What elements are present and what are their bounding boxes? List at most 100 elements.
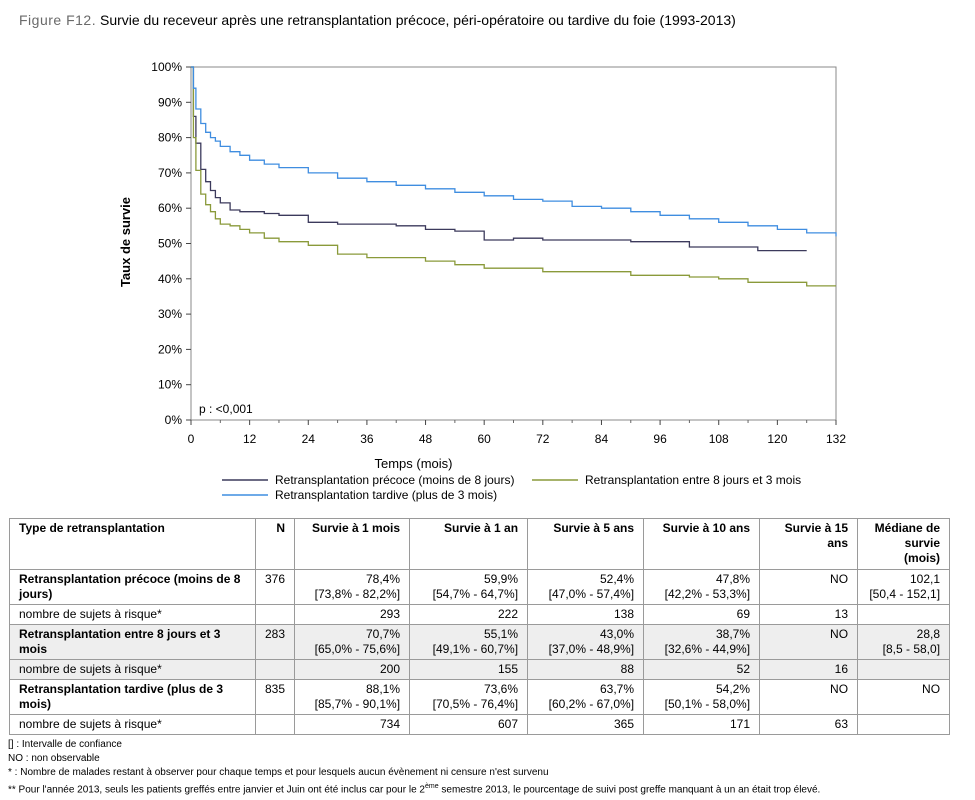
confidence-interval: [42,2% - 53,3%] [664, 587, 751, 601]
survival-value: 54,2% [716, 682, 751, 696]
risk-count: 52 [643, 659, 761, 680]
series-line-1 [191, 66, 807, 252]
survival-cell: 73,6% [70,5% - 76,4%] [409, 679, 529, 715]
y-tick-label: 0% [165, 413, 183, 427]
x-tick-label: 108 [709, 432, 729, 446]
confidence-interval: [49,1% - 60,7%] [432, 642, 519, 656]
row-n: 376 [254, 569, 296, 605]
risk-count: 69 [643, 604, 761, 625]
survival-cell: 88,1% [85,7% - 90,1%] [294, 679, 411, 715]
confidence-interval: [47,0% - 57,4%] [548, 587, 635, 601]
survival-value: 70,7% [366, 627, 401, 641]
row-n: 283 [254, 624, 296, 660]
survival-value: 55,1% [484, 627, 519, 641]
confidence-interval: [85,7% - 90,1%] [314, 697, 401, 711]
row-label: Retransplantation entre 8 jours et 3 moi… [9, 624, 256, 660]
survival-value: 73,6% [484, 682, 519, 696]
risk-count: 63 [759, 714, 859, 735]
x-tick-label: 24 [302, 432, 316, 446]
risk-empty [254, 659, 296, 680]
survival-value: NO [830, 627, 849, 641]
risk-count: 734 [294, 714, 411, 735]
risk-count [857, 714, 951, 735]
confidence-interval: [54,7% - 64,7%] [432, 587, 519, 601]
note-risk: * : Nombre de malades restant à observer… [8, 767, 549, 778]
survival-value: 52,4% [600, 572, 635, 586]
series-line-3 [191, 66, 837, 237]
x-tick-label: 60 [478, 432, 492, 446]
note-ci: [] : Intervalle de confiance [8, 739, 122, 750]
footnotes: [] : Intervalle de confiance NO : non ob… [8, 738, 820, 797]
risk-label: nombre de sujets à risque* [9, 604, 256, 625]
figure-title: Figure F12. Survie du receveur après une… [19, 12, 736, 28]
note-year: ** Pour l'année 2013, seuls les patients… [8, 780, 820, 797]
confidence-interval: [37,0% - 48,9%] [548, 642, 635, 656]
y-tick-label: 50% [158, 237, 182, 251]
p-value-annotation: p : <0,001 [199, 402, 253, 416]
survival-value: 63,7% [600, 682, 635, 696]
risk-count: 88 [527, 659, 645, 680]
survival-cell: 102,1 [50,4 - 152,1] [857, 569, 951, 605]
confidence-interval: [70,5% - 76,4%] [432, 697, 519, 711]
row-label: Retransplantation tardive (plus de 3 moi… [9, 679, 256, 715]
table-row: Retransplantation précoce (moins de 8 jo… [9, 569, 951, 605]
legend-entry: Retransplantation entre 8 jours et 3 moi… [585, 473, 801, 487]
note-year-b: semestre 2013, le pourcentage de suivi p… [438, 784, 821, 796]
y-axis-label: Taux de survie [118, 197, 133, 287]
header-median: Médiane de survie (mois) [857, 518, 951, 570]
survival-cell: 43,0% [37,0% - 48,9%] [527, 624, 645, 660]
confidence-interval: [65,0% - 75,6%] [314, 642, 401, 656]
risk-count: 171 [643, 714, 761, 735]
x-axis-label: Temps (mois) [374, 456, 452, 471]
header-1-year: Survie à 1 an [409, 518, 529, 570]
confidence-interval: [73,8% - 82,2%] [314, 587, 401, 601]
survival-value: 88,1% [366, 682, 401, 696]
survival-cell: 78,4% [73,8% - 82,2%] [294, 569, 411, 605]
survival-cell: 55,1% [49,1% - 60,7%] [409, 624, 529, 660]
risk-count: 222 [409, 604, 529, 625]
x-tick-label: 120 [767, 432, 787, 446]
risk-count: 13 [759, 604, 859, 625]
risk-count: 200 [294, 659, 411, 680]
x-tick-label: 0 [188, 432, 195, 446]
y-tick-label: 80% [158, 131, 182, 145]
survival-value: 59,9% [484, 572, 519, 586]
x-tick-label: 72 [536, 432, 550, 446]
confidence-interval: [50,4 - 152,1] [869, 587, 941, 601]
survival-cell: NO [759, 569, 859, 605]
risk-row: nombre de sujets à risque* 200 155 88 52 16 [9, 659, 951, 680]
survival-cell: NO [857, 679, 951, 715]
risk-count [857, 659, 951, 680]
survival-table: Type de retransplantation N Survie à 1 m… [9, 518, 951, 735]
header-n: N [254, 518, 296, 570]
risk-count: 16 [759, 659, 859, 680]
survival-value: 28,8 [916, 627, 941, 641]
y-tick-label: 60% [158, 201, 182, 215]
survival-cell: NO [759, 679, 859, 715]
risk-empty [254, 604, 296, 625]
x-tick-label: 36 [360, 432, 374, 446]
survival-chart: 0% 10% 20% 30% 40% 50% 60% 70% 80% 90% 100% 0 12 24 36… [118, 60, 846, 502]
table-row: Retransplantation entre 8 jours et 3 moi… [9, 624, 951, 660]
y-tick-label: 30% [158, 307, 182, 321]
risk-row: nombre de sujets à risque* 734 607 365 171 63 [9, 714, 951, 735]
y-tick-label: 10% [158, 378, 182, 392]
figure-number: Figure F12. [19, 12, 97, 28]
confidence-interval: [8,5 - 58,0] [882, 642, 941, 656]
survival-cell: 38,7% [32,6% - 44,9%] [643, 624, 761, 660]
header-15-years: Survie à 15 ans [759, 518, 859, 570]
row-label: Retransplantation précoce (moins de 8 jo… [9, 569, 256, 605]
note-no: NO : non observable [8, 753, 100, 764]
risk-count: 607 [409, 714, 529, 735]
series-line-2 [191, 66, 836, 287]
confidence-interval: [50,1% - 58,0%] [664, 697, 751, 711]
legend-entry: Retransplantation précoce (moins de 8 jo… [275, 473, 514, 487]
y-tick-label: 70% [158, 166, 182, 180]
legend-entry: Retransplantation tardive (plus de 3 moi… [275, 488, 497, 502]
survival-cell: 54,2% [50,1% - 58,0%] [643, 679, 761, 715]
survival-cell: 52,4% [47,0% - 57,4%] [527, 569, 645, 605]
row-n: 835 [254, 679, 296, 715]
risk-label: nombre de sujets à risque* [9, 714, 256, 735]
survival-cell: 28,8 [8,5 - 58,0] [857, 624, 951, 660]
survival-value: 38,7% [716, 627, 751, 641]
